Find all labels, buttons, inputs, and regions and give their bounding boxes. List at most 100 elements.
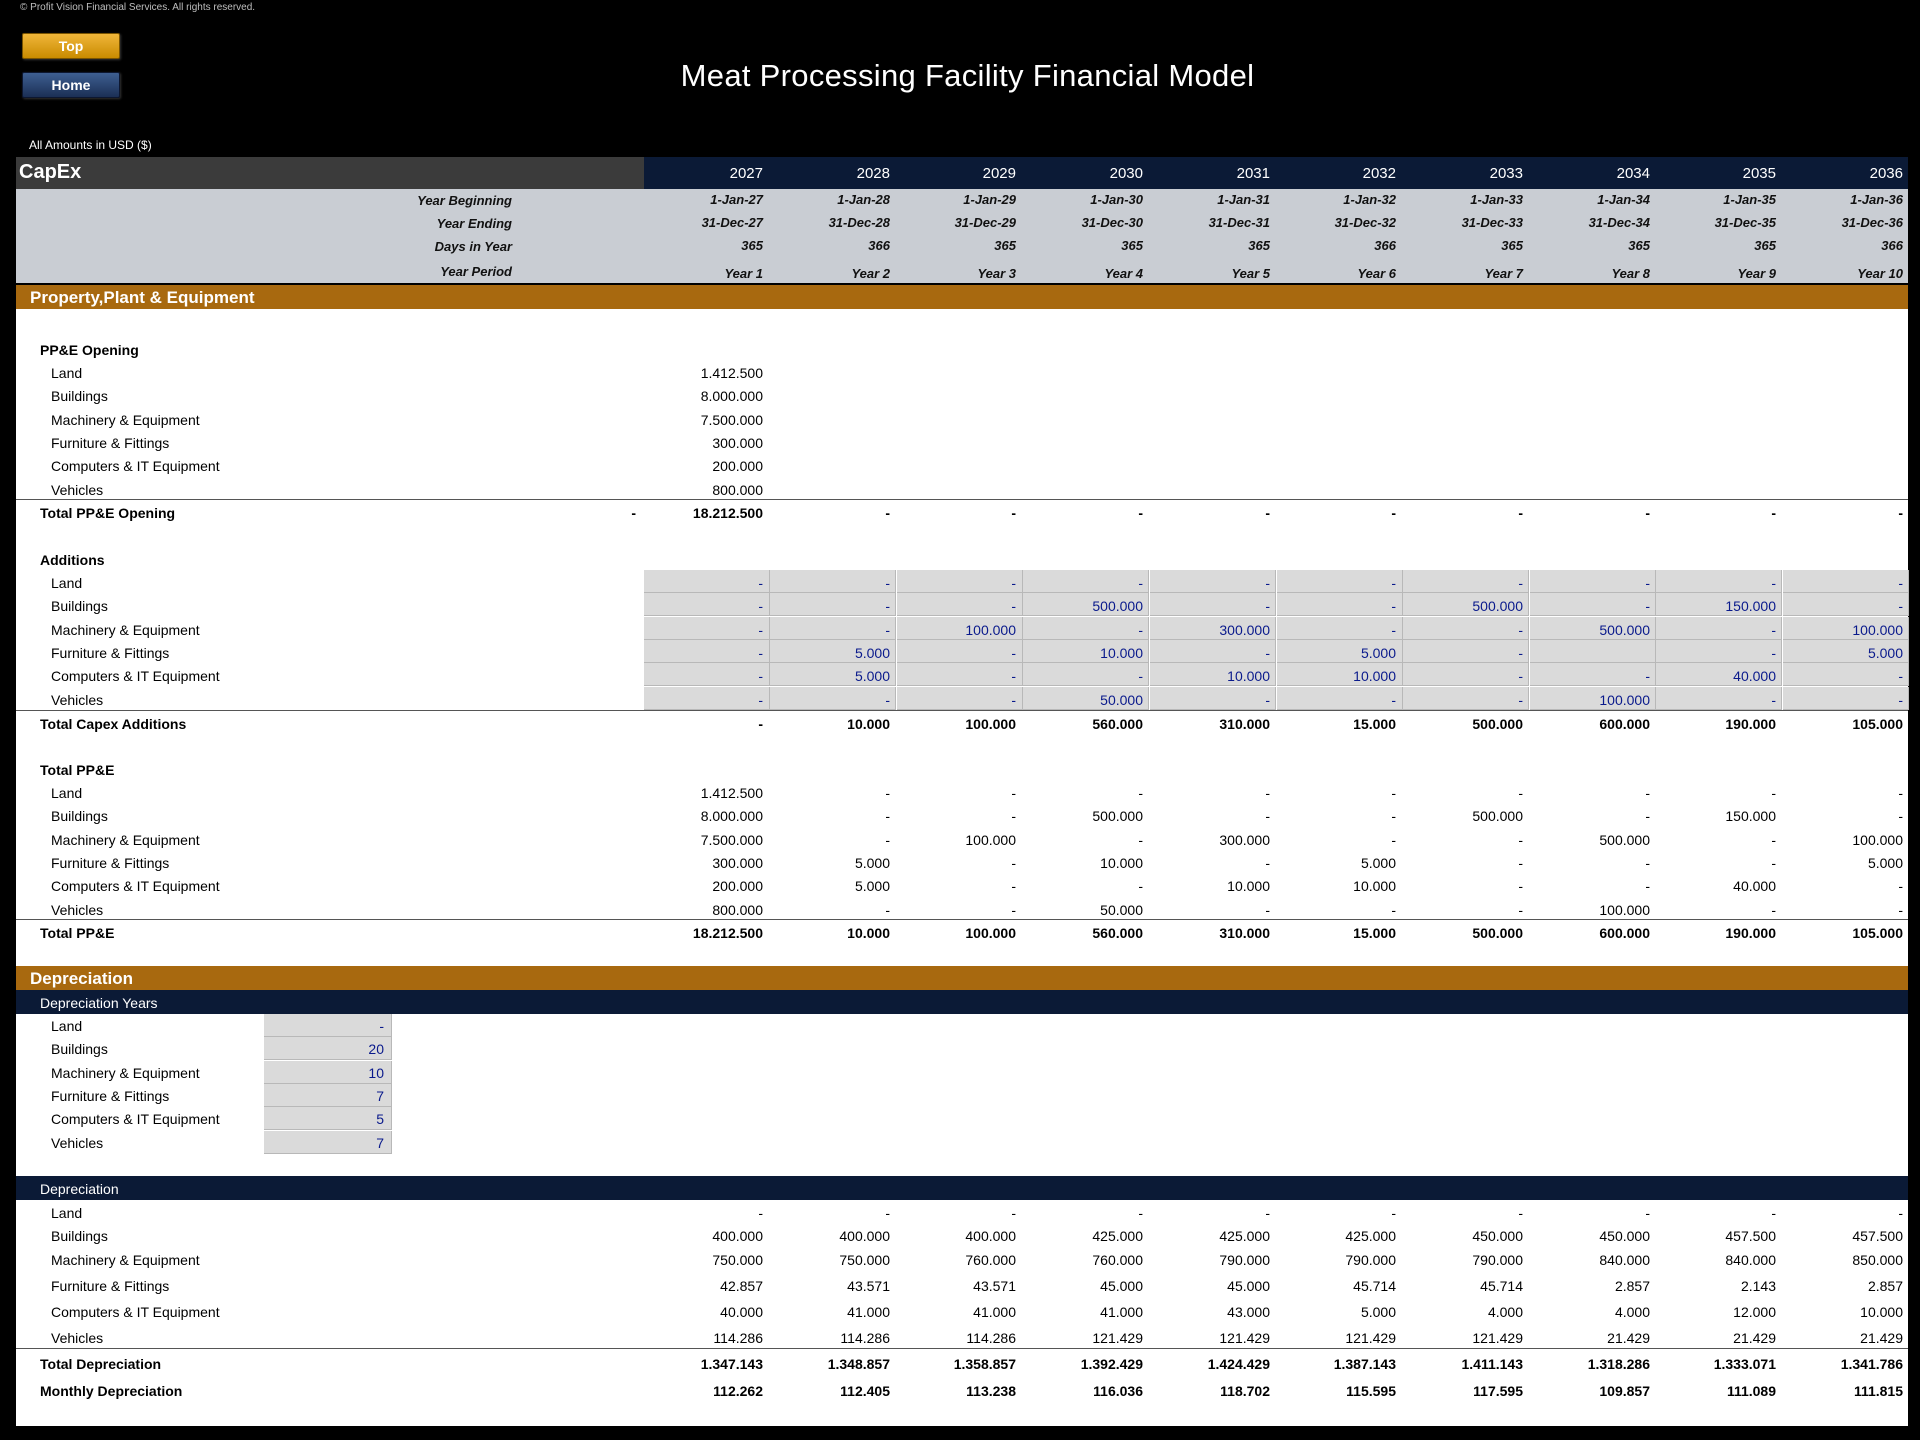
additions-input-cell[interactable] <box>1656 663 1782 686</box>
additions-input-cell[interactable] <box>1277 663 1403 686</box>
ppe-opening-total-cell: - <box>1645 505 1650 521</box>
additions-input-cell[interactable] <box>1656 617 1782 640</box>
additions-input-cell[interactable] <box>1656 640 1782 663</box>
additions-input-cell[interactable] <box>1783 640 1909 663</box>
additions-input-cell[interactable] <box>897 593 1023 616</box>
additions-input-cell[interactable] <box>644 663 770 686</box>
additions-input-cell[interactable] <box>1277 593 1403 616</box>
timeline-cell: Year 8 <box>1611 266 1650 281</box>
additions-value: - <box>1518 575 1523 591</box>
additions-input-cell[interactable] <box>1403 663 1529 686</box>
dep-years-value: 5 <box>376 1111 384 1127</box>
additions-input-cell[interactable] <box>1530 687 1656 710</box>
additions-value: 50.000 <box>1100 692 1143 708</box>
section-ppe-title: Property,Plant & Equipment <box>30 288 255 307</box>
depreciation-value: 450.000 <box>1599 1228 1650 1244</box>
additions-input-cell[interactable] <box>1783 593 1909 616</box>
total-ppe-row-label: Vehicles <box>51 902 104 918</box>
additions-input-cell[interactable] <box>1403 617 1529 640</box>
dep-years-input-cell[interactable] <box>264 1061 392 1084</box>
additions-input-cell[interactable] <box>644 640 770 663</box>
row-divider <box>16 1348 1908 1349</box>
additions-input-cell[interactable] <box>1150 687 1276 710</box>
additions-input-cell[interactable] <box>897 640 1023 663</box>
additions-input-cell[interactable] <box>1530 593 1656 616</box>
total-ppe-total-cell: 105.000 <box>1852 925 1903 941</box>
dep-years-input-cell[interactable] <box>264 1014 392 1037</box>
total-ppe-value: 300.000 <box>712 855 763 871</box>
timeline-cell: Year 1 <box>724 266 763 281</box>
additions-input-cell[interactable] <box>1150 570 1276 593</box>
additions-input-cell[interactable] <box>1277 687 1403 710</box>
additions-value: 40.000 <box>1733 668 1776 684</box>
additions-input-cell[interactable] <box>1403 570 1529 593</box>
additions-input-cell[interactable] <box>1530 570 1656 593</box>
additions-value: 500.000 <box>1092 598 1143 614</box>
section-depreciation: Depreciation <box>16 966 1908 990</box>
additions-input-cell[interactable] <box>1150 663 1276 686</box>
dep-years-input-cell[interactable] <box>264 1084 392 1107</box>
dep-years-input-cell[interactable] <box>264 1131 392 1154</box>
year-header-cell: 2035 <box>1742 165 1776 182</box>
additions-input-cell[interactable] <box>1530 663 1656 686</box>
total-ppe-value: 800.000 <box>712 902 763 918</box>
additions-input-cell[interactable] <box>1150 617 1276 640</box>
additions-input-cell[interactable] <box>1403 640 1529 663</box>
additions-input-cell[interactable] <box>1023 617 1149 640</box>
additions-input-cell[interactable] <box>1783 617 1909 640</box>
total-ppe-value: - <box>1771 855 1776 871</box>
additions-input-cell[interactable] <box>770 570 896 593</box>
total-ppe-value: 100.000 <box>1852 832 1903 848</box>
home-button[interactable]: Home <box>22 72 120 98</box>
section-depreciation-title: Depreciation <box>30 969 133 988</box>
additions-input-cell[interactable] <box>1783 663 1909 686</box>
additions-value: - <box>1391 575 1396 591</box>
additions-input-cell[interactable] <box>897 617 1023 640</box>
additions-input-cell[interactable] <box>1656 593 1782 616</box>
additions-input-cell[interactable] <box>1150 593 1276 616</box>
additions-input-cell[interactable] <box>1656 570 1782 593</box>
additions-input-cell[interactable] <box>770 663 896 686</box>
additions-input-cell[interactable] <box>770 617 896 640</box>
additions-input-cell[interactable] <box>1023 570 1149 593</box>
timeline-cell: 365 <box>1501 238 1523 253</box>
additions-input-cell[interactable] <box>897 570 1023 593</box>
depreciation-value: 41.000 <box>1100 1304 1143 1320</box>
additions-input-cell[interactable] <box>1023 663 1149 686</box>
additions-input-cell[interactable] <box>1530 640 1656 663</box>
additions-input-cell[interactable] <box>1277 640 1403 663</box>
row-divider <box>16 499 1908 500</box>
additions-input-cell[interactable] <box>770 640 896 663</box>
total-depreciation-cell: 1.392.429 <box>1080 1356 1143 1372</box>
dep-years-title: Depreciation Years <box>40 995 158 1011</box>
additions-input-cell[interactable] <box>1656 687 1782 710</box>
additions-input-cell[interactable] <box>1403 593 1529 616</box>
total-depreciation-cell: 1.358.857 <box>953 1356 1016 1372</box>
additions-input-cell[interactable] <box>1023 593 1149 616</box>
timeline-cell: 1-Jan-36 <box>1850 192 1903 207</box>
additions-input-cell[interactable] <box>1783 687 1909 710</box>
additions-input-cell[interactable] <box>770 687 896 710</box>
additions-input-cell[interactable] <box>1530 617 1656 640</box>
additions-input-cell[interactable] <box>644 593 770 616</box>
total-ppe-value: - <box>1898 785 1903 801</box>
dep-years-input-cell[interactable] <box>264 1037 392 1060</box>
additions-input-cell[interactable] <box>1403 687 1529 710</box>
dep-years-input-cell[interactable] <box>264 1107 392 1130</box>
total-ppe-value: - <box>1265 785 1270 801</box>
additions-input-cell[interactable] <box>1277 570 1403 593</box>
additions-input-cell[interactable] <box>770 593 896 616</box>
additions-input-cell[interactable] <box>897 687 1023 710</box>
additions-input-cell[interactable] <box>897 663 1023 686</box>
additions-input-cell[interactable] <box>644 570 770 593</box>
top-button[interactable]: Top <box>22 33 120 59</box>
additions-input-cell[interactable] <box>1277 617 1403 640</box>
additions-input-cell[interactable] <box>1783 570 1909 593</box>
additions-input-cell[interactable] <box>1023 687 1149 710</box>
total-ppe-total-cell: 100.000 <box>965 925 1016 941</box>
total-ppe-total-label: Total PP&E <box>40 925 115 941</box>
additions-input-cell[interactable] <box>644 687 770 710</box>
additions-input-cell[interactable] <box>1023 640 1149 663</box>
additions-input-cell[interactable] <box>1150 640 1276 663</box>
additions-input-cell[interactable] <box>644 617 770 640</box>
